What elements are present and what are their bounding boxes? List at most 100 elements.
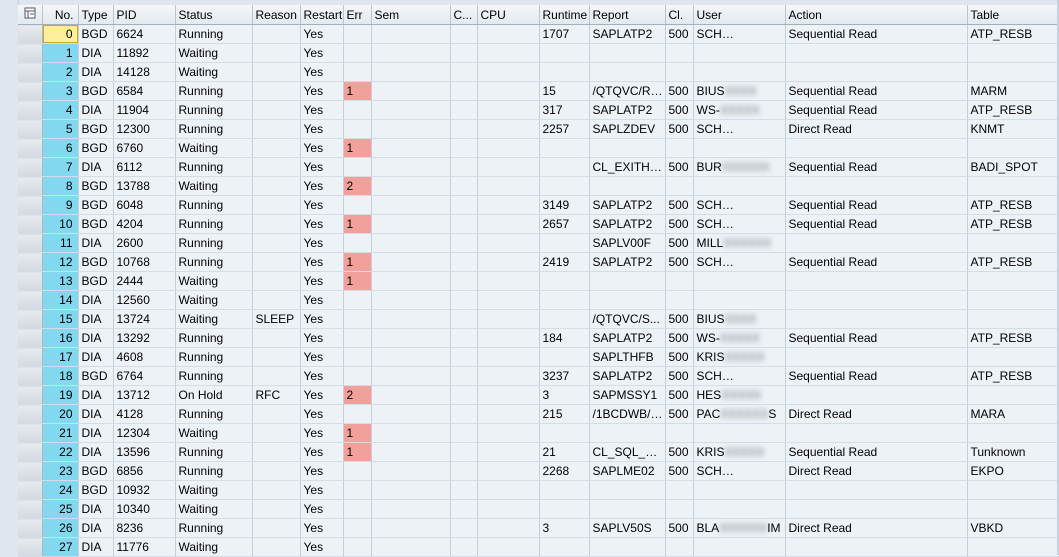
row-selector[interactable] <box>18 214 43 234</box>
row-selector[interactable] <box>18 328 43 348</box>
table-row[interactable]: 22 DIA 13596 Running Yes 1 21 CL_SQL_ST... 500 KR… <box>18 442 1059 462</box>
row-selector[interactable] <box>18 404 43 424</box>
row-selector[interactable] <box>18 119 43 139</box>
row-selector[interactable] <box>18 423 43 443</box>
row-selector[interactable] <box>18 252 43 272</box>
cell-reason <box>252 480 301 500</box>
column-header-user[interactable]: User <box>693 5 786 25</box>
column-header-no[interactable]: No. <box>42 5 79 25</box>
cell-cpu <box>477 404 540 424</box>
row-selector[interactable] <box>18 499 43 519</box>
row-selector[interactable] <box>18 157 43 177</box>
row-selector[interactable] <box>18 442 43 462</box>
row-selector[interactable] <box>18 537 43 557</box>
cell-restart: Yes <box>300 499 344 519</box>
cell-client <box>665 43 694 63</box>
table-row[interactable]: 25 DIA 10340 Waiting Yes <box>18 499 1059 519</box>
table-row[interactable]: 15 DIA 13724 Waiting SLEEP Yes/QTQVC/S... 500 B… <box>18 309 1059 329</box>
table-row[interactable]: 1 DIA 11892 Waiting Yes <box>18 43 1059 63</box>
table-row[interactable]: 24 BGD 10932 Waiting Yes <box>18 480 1059 500</box>
table-row[interactable]: 0 BGD 6624 Running Yes 1707 SAPLATP2 500 SCHXXXX… <box>18 24 1059 44</box>
column-header-table[interactable]: Table <box>967 5 1059 25</box>
row-selector[interactable] <box>18 176 43 196</box>
table-row[interactable]: 13 BGD 2444 Waiting Yes 1 <box>18 271 1059 291</box>
table-row[interactable]: 5 BGD 12300 Running Yes 2257 SAPLZDEV 500 SCHXXX… <box>18 119 1059 139</box>
user-name-redacted: XXXXXXX <box>721 122 778 136</box>
cell-table <box>967 499 1059 519</box>
row-selector[interactable] <box>18 100 43 120</box>
column-header-sem[interactable]: Sem <box>371 5 451 25</box>
cell-table <box>967 62 1059 82</box>
cell-client <box>665 537 694 557</box>
table-row[interactable]: 17 DIA 4608 Running Yes SAPLTHFB 500 KRISXXXXX <box>18 347 1059 367</box>
table-row[interactable]: 14 DIA 12560 Waiting Yes <box>18 290 1059 310</box>
column-header-c[interactable]: C... <box>450 5 478 25</box>
row-selector[interactable] <box>18 271 43 291</box>
column-header-report[interactable]: Report <box>589 5 666 25</box>
cell-client: 500 <box>665 252 694 272</box>
column-header-status[interactable]: Status <box>175 5 253 25</box>
table-row[interactable]: 4 DIA 11904 Running Yes 317 SAPLATP2 500 WS-XXXX… <box>18 100 1059 120</box>
column-header-action[interactable]: Action <box>785 5 968 25</box>
table-row[interactable]: 19 DIA 13712 On Hold RFC Yes 2 3 SAPMSSY1 500 HESX… <box>18 385 1059 405</box>
row-selector[interactable] <box>18 195 43 215</box>
column-header-reason[interactable]: Reason <box>252 5 301 25</box>
row-selector[interactable] <box>18 366 43 386</box>
cell-c <box>450 328 478 348</box>
row-number: 19 <box>42 385 79 405</box>
row-selector[interactable] <box>18 24 43 44</box>
table-row[interactable]: 26 DIA 8236 Running Yes 3 SAPLV50S 500 BLAXXXXXX… <box>18 518 1059 538</box>
table-row[interactable]: 2 DIA 14128 Waiting Yes <box>18 62 1059 82</box>
table-row[interactable]: 20 DIA 4128 Running Yes 215/1BCDWB/S... 500 PAC… <box>18 404 1059 424</box>
table-row[interactable]: 12 BGD 10768 Running Yes 1 2419 SAPLATP2 500 SCHX… <box>18 252 1059 272</box>
row-selector[interactable] <box>18 385 43 405</box>
row-selector[interactable] <box>18 461 43 481</box>
row-selector[interactable] <box>18 290 43 310</box>
table-row[interactable]: 10 BGD 4204 Running Yes 1 2657 SAPLATP2 500 SCHXX… <box>18 214 1059 234</box>
column-header-type[interactable]: Type <box>78 5 114 25</box>
table-row[interactable]: 16 DIA 13292 Running Yes 184 SAPLATP2 500 WS-XXX… <box>18 328 1059 348</box>
cell-report <box>589 423 666 443</box>
cell-c <box>450 499 478 519</box>
row-selector[interactable] <box>18 138 43 158</box>
row-selector[interactable] <box>18 233 43 253</box>
cell-err: 1 <box>343 138 372 158</box>
cell-restart: Yes <box>300 24 344 44</box>
cell-table: EKPO <box>967 461 1059 481</box>
row-selector[interactable] <box>18 62 43 82</box>
table-row[interactable]: 23 BGD 6856 Running Yes 2268 SAPLME02 500 SCHXXX… <box>18 461 1059 481</box>
cell-cpu <box>477 480 540 500</box>
table-row[interactable]: 9 BGD 6048 Running Yes 3149 SAPLATP2 500 SCHXXXX… <box>18 195 1059 215</box>
cell-sem <box>371 62 451 82</box>
user-name-visible: BIUS <box>696 312 725 326</box>
layout-settings-button[interactable] <box>18 5 43 25</box>
row-number: 18 <box>42 366 79 386</box>
table-row[interactable]: 11 DIA 2600 Running Yes SAPLV00F 500 MILLXXXXXX <box>18 233 1059 253</box>
column-header-runtime[interactable]: Runtime <box>539 5 590 25</box>
cell-type: DIA <box>78 328 114 348</box>
table-row[interactable]: 6 BGD 6760 Waiting Yes 1 <box>18 138 1059 158</box>
row-selector[interactable] <box>18 309 43 329</box>
row-selector[interactable] <box>18 43 43 63</box>
table-row[interactable]: 7 DIA 6112 Running Yes CL_EXITHA... 500 BURXXXX… <box>18 157 1059 177</box>
column-header-client[interactable]: Cl. <box>665 5 694 25</box>
column-header-err[interactable]: Err <box>343 5 372 25</box>
cell-pid: 4128 <box>113 404 176 424</box>
cell-report <box>589 176 666 196</box>
cell-runtime <box>539 138 590 158</box>
row-selector[interactable] <box>18 518 43 538</box>
column-header-pid[interactable]: PID <box>113 5 176 25</box>
table-row[interactable]: 27 DIA 11776 Waiting Yes <box>18 537 1059 557</box>
cell-user: KRISXXXXX <box>693 347 786 367</box>
cell-user <box>693 271 786 291</box>
row-selector[interactable] <box>18 81 43 101</box>
table-row[interactable]: 21 DIA 12304 Waiting Yes 1 <box>18 423 1059 443</box>
cell-type: BGD <box>78 119 114 139</box>
column-header-cpu[interactable]: CPU <box>477 5 540 25</box>
table-row[interactable]: 3 BGD 6584 Running Yes 1 15/QTQVC/RE... 500 BIUS… <box>18 81 1059 101</box>
table-row[interactable]: 18 BGD 6764 Running Yes 3237 SAPLATP2 500 SCHXXX… <box>18 366 1059 386</box>
column-header-restart[interactable]: Restart <box>300 5 344 25</box>
table-row[interactable]: 8 BGD 13788 Waiting Yes 2 <box>18 176 1059 196</box>
row-selector[interactable] <box>18 480 43 500</box>
row-selector[interactable] <box>18 347 43 367</box>
